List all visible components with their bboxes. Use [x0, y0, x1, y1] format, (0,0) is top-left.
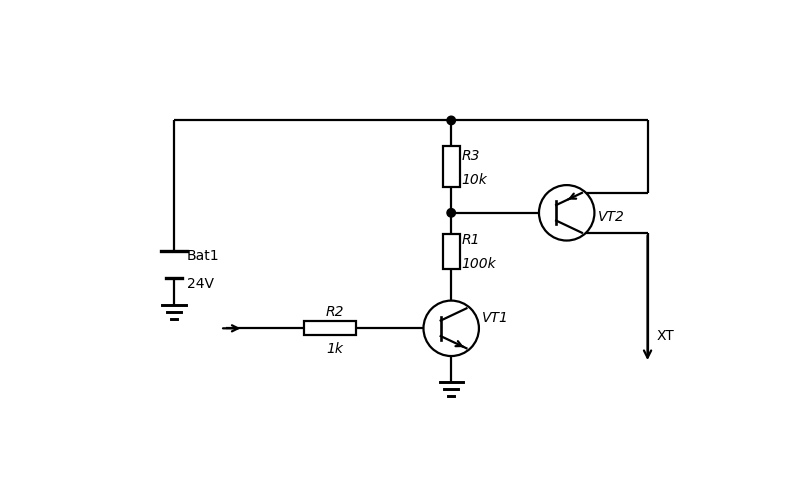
Text: R3: R3 — [461, 149, 479, 163]
Text: 10k: 10k — [461, 173, 487, 187]
Text: 1k: 1k — [326, 342, 343, 356]
Text: VT1: VT1 — [482, 311, 509, 324]
Circle shape — [447, 116, 456, 125]
Text: Bat1: Bat1 — [187, 249, 220, 263]
Circle shape — [539, 185, 594, 240]
Text: R2: R2 — [326, 305, 345, 319]
Text: 100k: 100k — [461, 258, 496, 272]
Text: XT: XT — [657, 329, 675, 343]
Text: R1: R1 — [461, 233, 479, 247]
Circle shape — [423, 301, 479, 356]
Circle shape — [447, 209, 456, 217]
Text: VT2: VT2 — [597, 210, 624, 224]
Text: 24V: 24V — [187, 277, 214, 291]
Bar — [443, 146, 460, 188]
Bar — [443, 234, 460, 269]
Bar — [304, 321, 356, 336]
